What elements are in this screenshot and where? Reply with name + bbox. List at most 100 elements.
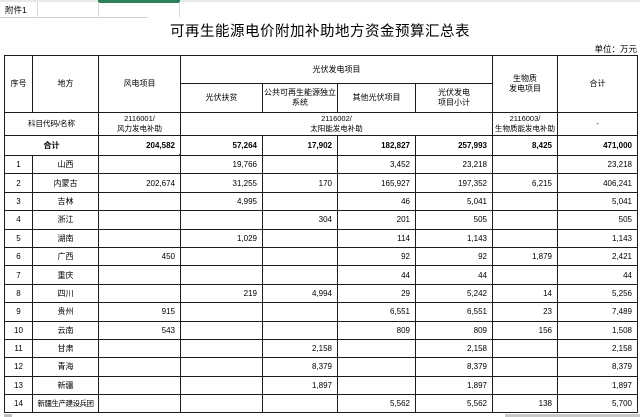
cell-seq[interactable]: 13 (4, 375, 33, 396)
cell-total[interactable]: 505 (557, 210, 638, 230)
cell-pv-public[interactable] (262, 265, 338, 285)
cell-pv-public[interactable]: 8,379 (262, 357, 338, 377)
cell-region[interactable]: 重庆 (32, 265, 99, 285)
cell-wind[interactable] (98, 210, 181, 230)
cell-pv-subtotal[interactable]: 197,352 (415, 173, 493, 193)
cell-pv-public[interactable] (262, 154, 338, 175)
cell-biomass[interactable] (492, 265, 558, 285)
cell-pv-subtotal[interactable]: 5,041 (415, 191, 493, 212)
cell-biomass[interactable]: 6,215 (492, 173, 558, 193)
cell-biomass[interactable] (492, 210, 558, 230)
cell-region[interactable]: 新疆生产建设兵团 (32, 394, 99, 414)
cell-wind[interactable]: 450 (98, 246, 181, 267)
cell-seq[interactable]: 14 (4, 394, 33, 414)
cell-pv-subtotal[interactable]: 2,158 (415, 338, 493, 359)
cell-seq[interactable]: 4 (4, 210, 33, 230)
cell-pv-subtotal[interactable]: 1,897 (415, 375, 493, 396)
cell-pv-poverty[interactable] (180, 246, 263, 267)
cell-pv-public[interactable]: 1,897 (262, 375, 338, 396)
cell-pv-other[interactable]: 809 (337, 320, 416, 340)
cell-pv-other[interactable] (337, 375, 416, 396)
cell-pv-poverty[interactable]: 19,766 (180, 154, 263, 175)
cell-pv-other[interactable]: 201 (337, 210, 416, 230)
cell-region[interactable]: 贵州 (32, 302, 99, 322)
cell-wind[interactable] (98, 154, 181, 175)
cell-pv-poverty[interactable]: 4,995 (180, 191, 263, 212)
cell-total[interactable]: 1,508 (557, 320, 638, 340)
cell-pv-public[interactable] (262, 191, 338, 212)
cell-seq[interactable]: 1 (4, 154, 33, 175)
cell-region[interactable]: 浙江 (32, 210, 99, 230)
header-pv-poverty[interactable]: 光伏扶贫 (180, 83, 263, 113)
horizontal-scrollbar[interactable] (505, 414, 640, 417)
cell-seq[interactable]: 10 (4, 320, 33, 340)
cell-wind[interactable]: 543 (98, 320, 181, 340)
cell-pv-subtotal[interactable]: 505 (415, 210, 493, 230)
cell-seq[interactable]: 3 (4, 191, 33, 212)
cell-pv-other[interactable]: 3,452 (337, 154, 416, 175)
cell-pv-public[interactable] (262, 302, 338, 322)
cell-wind[interactable] (98, 191, 181, 212)
header-region[interactable]: 地方 (32, 55, 99, 113)
cell-total[interactable]: 7,489 (557, 302, 638, 322)
total-pv-other[interactable]: 182,827 (337, 135, 416, 156)
cell-seq[interactable]: 12 (4, 357, 33, 377)
cell-region[interactable]: 山西 (32, 154, 99, 175)
header-pv-public[interactable]: 公共可再生能源独立 系统 (262, 83, 338, 113)
cell-pv-poverty[interactable]: 31,255 (180, 173, 263, 193)
cell-pv-public[interactable] (262, 394, 338, 414)
cell-biomass[interactable]: 23 (492, 302, 558, 322)
cell-wind[interactable] (98, 357, 181, 377)
header-pv-subtotal[interactable]: 光伏发电 项目小计 (415, 83, 493, 113)
cell-seq[interactable]: 9 (4, 302, 33, 322)
total-biomass[interactable]: 8,425 (492, 135, 558, 156)
cell-pv-poverty[interactable]: 219 (180, 283, 263, 304)
code-biomass[interactable]: 2116003/ 生物质能发电补助 (492, 112, 558, 136)
cell-pv-other[interactable]: 165,927 (337, 173, 416, 193)
code-pv[interactable]: 2116002/ 太阳能发电补助 (180, 112, 493, 136)
cell-seq[interactable]: 5 (4, 228, 33, 248)
cell-pv-public[interactable] (262, 320, 338, 340)
cell-biomass[interactable] (492, 228, 558, 248)
cell-wind[interactable] (98, 394, 181, 414)
cell-wind[interactable] (98, 283, 181, 304)
cell-seq[interactable]: 2 (4, 173, 33, 193)
cell-pv-public[interactable]: 304 (262, 210, 338, 230)
cell-wind[interactable] (98, 338, 181, 359)
cell-biomass[interactable] (492, 338, 558, 359)
cell-pv-other[interactable]: 92 (337, 246, 416, 267)
cell-region[interactable]: 广西 (32, 246, 99, 267)
cell-seq[interactable]: 6 (4, 246, 33, 267)
cell-pv-public[interactable]: 170 (262, 173, 338, 193)
cell-seq[interactable]: 11 (4, 338, 33, 359)
total-row-label[interactable]: 合计 (4, 135, 99, 156)
header-biomass[interactable]: 生物质 发电项目 (492, 55, 558, 113)
cell-region[interactable]: 甘肃 (32, 338, 99, 359)
cell-pv-public[interactable] (262, 246, 338, 267)
cell-wind[interactable] (98, 228, 181, 248)
sheet-title[interactable]: 可再生能源电价附加补助地方资金预算汇总表 (170, 24, 470, 40)
cell-pv-poverty[interactable] (180, 357, 263, 377)
total-pv-public[interactable]: 17,902 (262, 135, 338, 156)
unit-label[interactable]: 单位：万元 (594, 44, 637, 54)
cell-wind[interactable] (98, 265, 181, 285)
total-pv-poverty[interactable]: 57,264 (180, 135, 263, 156)
cell-seq[interactable]: 8 (4, 283, 33, 304)
cell-region[interactable]: 四川 (32, 283, 99, 304)
cell-biomass[interactable] (492, 375, 558, 396)
cell-pv-subtotal[interactable]: 23,218 (415, 154, 493, 175)
cell-total[interactable]: 5,041 (557, 191, 638, 212)
cell-total[interactable]: 5,256 (557, 283, 638, 304)
selection-fill-handle[interactable] (178, 153, 180, 155)
cell-biomass[interactable] (492, 154, 558, 175)
cell-region[interactable]: 内蒙古 (32, 173, 99, 193)
cell-biomass[interactable] (492, 357, 558, 377)
cell-total[interactable]: 44 (557, 265, 638, 285)
cell-pv-subtotal[interactable]: 6,551 (415, 302, 493, 322)
cell-pv-poverty[interactable]: 1,029 (180, 228, 263, 248)
cell-pv-poverty[interactable] (180, 320, 263, 340)
cell-pv-public[interactable]: 2,158 (262, 338, 338, 359)
header-total[interactable]: 合计 (557, 55, 638, 113)
total-pv-subtotal[interactable]: 257,993 (415, 135, 493, 156)
cell-total[interactable]: 8,379 (557, 357, 638, 377)
